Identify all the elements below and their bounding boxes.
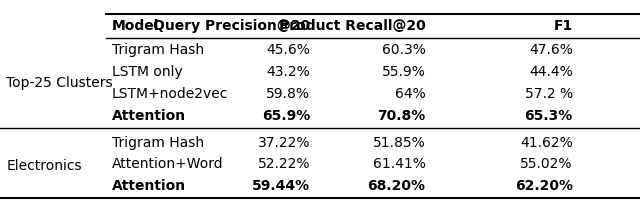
Text: 57.2 %: 57.2 % — [525, 87, 573, 101]
Text: 59.8%: 59.8% — [266, 87, 310, 101]
Text: Product Recall@20: Product Recall@20 — [279, 19, 426, 33]
Text: Attention+Word: Attention+Word — [112, 157, 223, 170]
Text: 61.41%: 61.41% — [372, 157, 426, 170]
Text: 65.9%: 65.9% — [262, 109, 310, 123]
Text: 70.8%: 70.8% — [378, 109, 426, 123]
Text: Trigram Hash: Trigram Hash — [112, 135, 204, 149]
Text: 41.62%: 41.62% — [520, 135, 573, 149]
Text: LSTM+node2vec: LSTM+node2vec — [112, 87, 228, 101]
Text: LSTM only: LSTM only — [112, 65, 183, 79]
Text: 65.3%: 65.3% — [525, 109, 573, 123]
Text: 43.2%: 43.2% — [267, 65, 310, 79]
Text: Attention: Attention — [112, 179, 186, 192]
Text: 59.44%: 59.44% — [252, 179, 310, 192]
Text: Top-25 Clusters: Top-25 Clusters — [6, 76, 113, 90]
Text: Attention: Attention — [112, 109, 186, 123]
Text: 45.6%: 45.6% — [266, 43, 310, 57]
Text: 68.20%: 68.20% — [367, 179, 426, 192]
Text: 52.22%: 52.22% — [258, 157, 310, 170]
Text: F1: F1 — [554, 19, 573, 33]
Text: 37.22%: 37.22% — [258, 135, 310, 149]
Text: Query Precision@20: Query Precision@20 — [153, 19, 310, 33]
Text: 55.02%: 55.02% — [520, 157, 573, 170]
Text: Model: Model — [112, 19, 159, 33]
Text: Electronics: Electronics — [6, 158, 82, 172]
Text: 60.3%: 60.3% — [381, 43, 426, 57]
Text: Trigram Hash: Trigram Hash — [112, 43, 204, 57]
Text: 64%: 64% — [395, 87, 426, 101]
Text: 62.20%: 62.20% — [515, 179, 573, 192]
Text: 51.85%: 51.85% — [373, 135, 426, 149]
Text: 44.4%: 44.4% — [529, 65, 573, 79]
Text: 47.6%: 47.6% — [529, 43, 573, 57]
Text: 55.9%: 55.9% — [381, 65, 426, 79]
